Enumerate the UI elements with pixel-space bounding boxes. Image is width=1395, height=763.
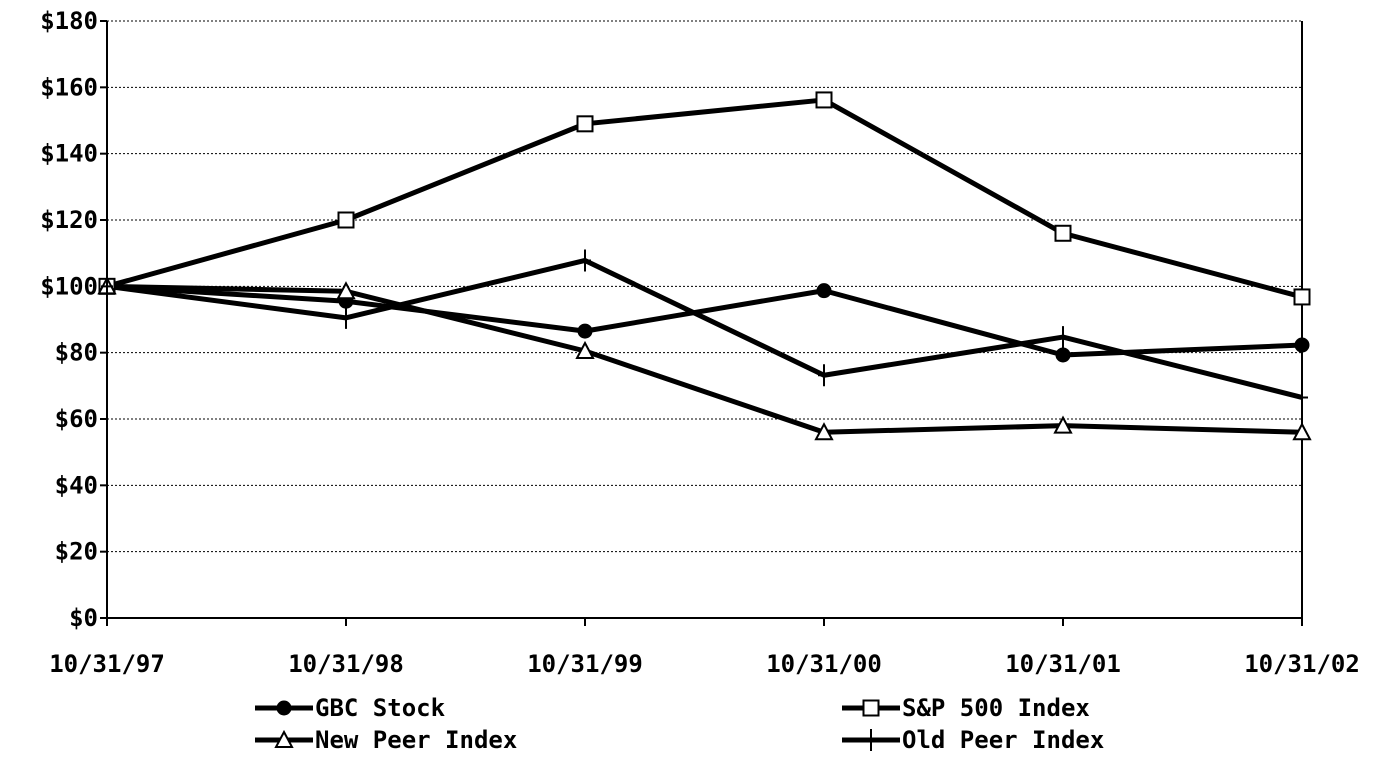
series-layer [106, 97, 1303, 435]
y-tick-label: $60 [55, 405, 98, 433]
legend-label: GBC Stock [315, 694, 446, 722]
legend-label: S&P 500 Index [902, 694, 1090, 722]
series-line-circle [106, 283, 1303, 358]
legend-marker-square [862, 699, 880, 717]
series-line-square [106, 97, 1303, 300]
data-point-cross [101, 275, 113, 298]
data-point-triangle [575, 340, 595, 360]
x-tick-label: 10/31/97 [49, 650, 165, 678]
data-point-triangle [1292, 422, 1312, 441]
x-tick-label: 10/31/99 [527, 650, 643, 678]
y-tick-label: $0 [69, 604, 98, 632]
data-point-circle [1055, 347, 1071, 363]
x-tick-label: 10/31/02 [1244, 650, 1360, 678]
data-point-square [815, 91, 833, 109]
marker-layer [97, 91, 1312, 441]
legend-label: New Peer Index [315, 726, 517, 754]
x-tick-label: 10/31/98 [288, 650, 404, 678]
data-point-circle [816, 283, 832, 299]
legend-marker-triangle [274, 729, 294, 748]
legend-item: New Peer Index [255, 726, 517, 754]
label-layer: $0 $20 $40 $60 $80 $100 $120 $140 $160 $180 10/31/… [40, 7, 1360, 678]
legend-item: S&P 500 Index [842, 694, 1090, 722]
legend-marker-cross [865, 729, 877, 751]
x-tick-label: 10/31/00 [766, 650, 882, 678]
data-point-cross [1296, 386, 1308, 409]
legend: GBC Stock S&P 500 Index New Peer Index Old … [255, 694, 1104, 754]
data-point-square [1293, 288, 1311, 306]
y-tick-label: $40 [55, 471, 98, 499]
legend-item: GBC Stock [255, 694, 446, 722]
data-point-circle [1294, 337, 1310, 353]
x-tick-label: 10/31/01 [1005, 650, 1121, 678]
series-line-cross [106, 257, 1303, 400]
data-point-circle [577, 323, 593, 339]
data-point-cross [340, 306, 352, 329]
y-tick-label: $120 [40, 206, 98, 234]
legend-marker-circle [276, 700, 292, 716]
series-line-triangle [106, 283, 1303, 435]
y-tick-label: $160 [40, 73, 98, 101]
data-point-cross [818, 364, 830, 387]
y-tick-label: $20 [55, 538, 98, 566]
y-tick-label: $140 [40, 140, 98, 168]
grid-layer [107, 20, 1302, 553]
legend-label: Old Peer Index [902, 726, 1104, 754]
data-point-triangle [814, 422, 834, 441]
data-point-square [1054, 224, 1072, 242]
data-point-triangle [1053, 415, 1073, 434]
data-point-square [576, 115, 594, 133]
y-tick-label: $100 [40, 272, 98, 300]
data-point-cross [579, 249, 591, 272]
y-tick-label: $80 [55, 339, 98, 367]
axis-layer [100, 20, 1303, 626]
y-tick-label: $180 [40, 7, 98, 35]
legend-item: Old Peer Index [842, 726, 1104, 754]
data-point-cross [1057, 326, 1069, 349]
data-point-triangle [336, 281, 356, 300]
data-point-square [337, 211, 355, 229]
